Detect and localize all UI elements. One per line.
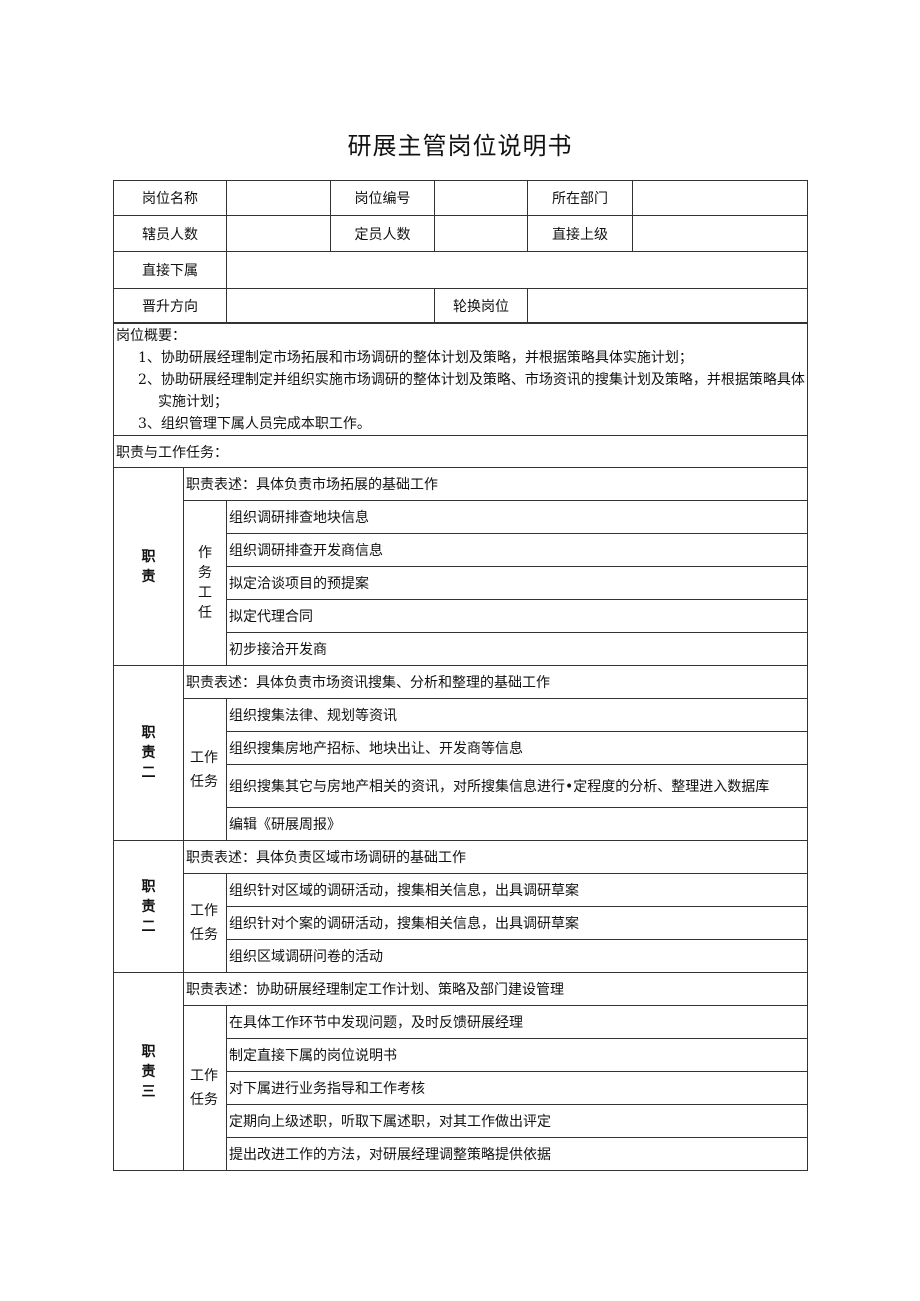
- value-direct-subordinate: [226, 251, 808, 289]
- duty-label: 职责: [141, 548, 156, 585]
- summary-item: 3、组织管理下属人员完成本职工作。: [138, 416, 371, 432]
- label-position-name: 岗位名称: [113, 180, 227, 216]
- label-direct-superior: 直接上级: [527, 215, 633, 252]
- task-item: 组织针对个案的调研活动，搜集相关信息，出具调研草案: [225, 906, 809, 940]
- duty-statement: 职责表述：协助研展经理制定工作计划、策略及部门建设管理: [182, 972, 809, 1006]
- label-staff-count: 辖员人数: [113, 215, 227, 252]
- task-item: 拟定代理合同: [225, 599, 809, 633]
- task-label: 工作任务: [190, 1068, 218, 1108]
- value-promotion: [226, 288, 435, 324]
- value-department: [632, 180, 808, 216]
- duty-label-cell: 职责二: [113, 840, 184, 973]
- task-item: 组织调研排查地块信息: [225, 500, 809, 534]
- duty-statement: 职责表述：具体负责市场资讯搜集、分析和整理的基础工作: [182, 665, 809, 699]
- task-item: 组织区域调研问卷的活动: [225, 939, 809, 973]
- task-item: 对下属进行业务指导和工作考核: [225, 1071, 809, 1105]
- value-position-name: [226, 180, 331, 216]
- summary-item: 2、协助研展经理制定并组织实施市场调研的整体计划及策略、市场资讯的搜集计划及策略…: [138, 372, 805, 410]
- summary-cell: 岗位概要： 1、协助研展经理制定市场拓展和市场调研的整体计划及策略，并根据策略具…: [112, 322, 809, 436]
- page-title: 研展主管岗位说明书: [347, 132, 573, 160]
- header-table: 岗位名称 岗位编号 所在部门 辖员人数 定员人数 直接上级 直接下属 晋升方向 …: [113, 180, 808, 324]
- label-position-number: 岗位编号: [330, 180, 435, 216]
- duty-statement: 职责表述：具体负责市场拓展的基础工作: [182, 467, 809, 501]
- task-label-cell: 工作任务: [183, 1005, 227, 1171]
- task-item: 组织针对区域的调研活动，搜集相关信息，出具调研草案: [225, 873, 809, 907]
- task-item: 编辑《研展周报》: [225, 807, 809, 841]
- task-item: 初步接洽开发商: [225, 632, 809, 666]
- task-label: 工作任务: [190, 749, 218, 790]
- label-direct-subordinate: 直接下属: [113, 251, 227, 289]
- duty-label-cell: 职责二: [113, 665, 184, 841]
- value-headcount: [434, 215, 528, 252]
- duty-label: 职责二: [141, 725, 156, 781]
- task-item: 定期向上级述职，听取下属述职，对其工作做出评定: [225, 1104, 809, 1138]
- duty-statement: 职责表述：具体负责区域市场调研的基础工作: [182, 840, 809, 874]
- duties-heading: 职责与工作任务：: [112, 435, 809, 468]
- label-department: 所在部门: [527, 180, 633, 216]
- duty-label-cell: 职责: [113, 467, 184, 666]
- task-item: 组织搜集房地产招标、地块出让、开发商等信息: [225, 731, 809, 765]
- task-label-cell: 作务工任: [183, 500, 227, 666]
- task-item: 组织搜集其它与房地产相关的资讯，对所搜集信息进行•定程度的分析、整理进入数据库: [225, 764, 809, 808]
- summary-item: 1、协助研展经理制定市场拓展和市场调研的整体计划及策略，并根据策略具体实施计划；: [138, 350, 693, 366]
- task-item: 制定直接下属的岗位说明书: [225, 1038, 809, 1072]
- task-item: 在具体工作环节中发现问题，及时反馈研展经理: [225, 1005, 809, 1039]
- duty-label-cell: 职责三: [113, 972, 184, 1171]
- duties-table: 岗位概要： 1、协助研展经理制定市场拓展和市场调研的整体计划及策略，并根据策略具…: [112, 322, 809, 1171]
- task-label-cell: 工作任务: [183, 873, 227, 973]
- label-promotion: 晋升方向: [113, 288, 227, 324]
- label-rotation: 轮换岗位: [434, 288, 528, 324]
- task-item: 拟定洽谈项目的预提案: [225, 566, 809, 600]
- value-rotation: [527, 288, 808, 324]
- value-direct-superior: [632, 215, 808, 252]
- value-position-number: [434, 180, 528, 216]
- task-item: 组织搜集法律、规划等资讯: [225, 698, 809, 732]
- task-item: 组织调研排查开发商信息: [225, 533, 809, 567]
- duty-label: 职责三: [141, 1043, 156, 1100]
- label-headcount: 定员人数: [330, 215, 435, 252]
- task-label: 工作任务: [190, 903, 218, 943]
- task-label-cell: 工作任务: [183, 698, 227, 841]
- value-staff-count: [226, 215, 331, 252]
- task-label: 作务工任: [198, 545, 212, 621]
- duty-label: 职责二: [141, 878, 156, 935]
- summary-heading: 岗位概要：: [116, 328, 186, 344]
- task-item: 提出改进工作的方法，对研展经理调整策略提供依据: [225, 1137, 809, 1171]
